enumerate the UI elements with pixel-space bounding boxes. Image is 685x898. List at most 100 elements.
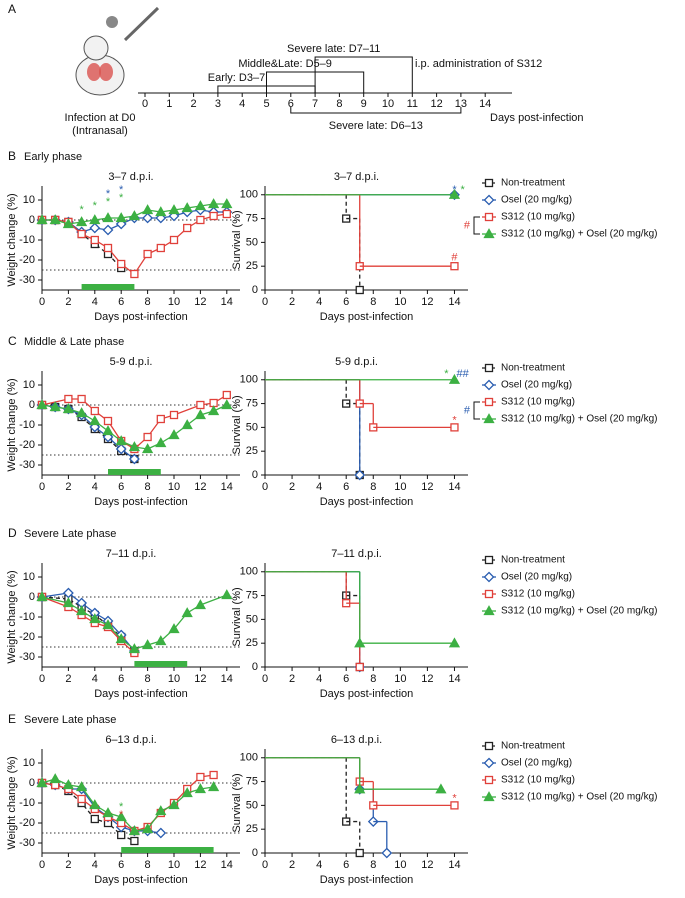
data-point bbox=[90, 814, 99, 824]
panel-label: B bbox=[8, 149, 16, 163]
x-axis-label: Days post-infection bbox=[320, 311, 414, 323]
data-point bbox=[168, 799, 180, 810]
x-tick-label: 12 bbox=[421, 673, 433, 685]
y-tick-label: 100 bbox=[240, 566, 258, 578]
legend-label: S312 (10 mg/kg) bbox=[501, 397, 575, 408]
y-tick-label: 10 bbox=[23, 194, 35, 206]
x-tick-label: 14 bbox=[448, 859, 460, 871]
data-point bbox=[36, 399, 48, 410]
data-point bbox=[450, 262, 459, 271]
y-tick-label: -10 bbox=[19, 797, 35, 809]
weight-line bbox=[41, 782, 161, 834]
data-point bbox=[115, 633, 127, 644]
y-axis-label: Weight change (%) bbox=[6, 570, 18, 663]
y-axis-label: Survival (%) bbox=[231, 210, 243, 269]
x-tick-label: 8 bbox=[145, 481, 151, 493]
x-tick-label: 6 bbox=[343, 859, 349, 871]
panel-label: D bbox=[8, 526, 17, 540]
x-tick-label: 2 bbox=[289, 296, 295, 308]
data-point bbox=[115, 443, 127, 455]
x-tick-label: 10 bbox=[168, 859, 180, 871]
y-tick-label: 0 bbox=[29, 399, 35, 411]
timeline-tick-label: 11 bbox=[407, 98, 418, 110]
data-point bbox=[194, 409, 207, 420]
legend-marker bbox=[483, 228, 495, 239]
data-point bbox=[128, 643, 141, 654]
x-tick-label: 4 bbox=[92, 296, 98, 308]
infection-label: (Intranasal) bbox=[72, 125, 128, 137]
y-tick-label: 100 bbox=[240, 374, 258, 386]
annotation: * bbox=[460, 184, 465, 196]
legend: Non-treatment Osel (20 mg/kg) S312 (10 mg/… bbox=[482, 741, 657, 803]
timeline-tick-label: 1 bbox=[166, 98, 172, 110]
legend-label: S312 (10 mg/kg) bbox=[501, 212, 575, 223]
x-tick-label: 2 bbox=[289, 859, 295, 871]
x-tick-label: 8 bbox=[145, 296, 151, 308]
x-tick-label: 0 bbox=[262, 296, 268, 308]
data-point bbox=[221, 589, 233, 600]
y-tick-label: 0 bbox=[252, 284, 258, 296]
data-point bbox=[75, 216, 88, 227]
x-tick-label: 12 bbox=[194, 296, 206, 308]
data-point bbox=[75, 407, 88, 418]
x-tick-label: 4 bbox=[92, 481, 98, 493]
y-tick-label: -20 bbox=[19, 254, 35, 266]
x-tick-label: 2 bbox=[65, 673, 71, 685]
x-tick-label: 14 bbox=[221, 859, 233, 871]
data-point bbox=[222, 209, 231, 219]
y-axis-label: Weight change (%) bbox=[6, 193, 18, 286]
data-point bbox=[143, 249, 152, 259]
timeline-tick-label: 3 bbox=[215, 98, 221, 110]
timeline-tick-label: 2 bbox=[191, 98, 197, 110]
legend-bracket bbox=[473, 401, 480, 420]
data-point bbox=[62, 403, 75, 414]
chart-subtitle: 6–13 d.p.i. bbox=[105, 734, 156, 746]
x-tick-label: 10 bbox=[394, 481, 406, 493]
x-tick-label: 4 bbox=[316, 673, 322, 685]
y-tick-label: 0 bbox=[29, 591, 35, 603]
y-axis-label: Weight change (%) bbox=[6, 378, 18, 471]
weight-chart: C Middle & Late phase 5-9 d.p.i. 10 0 -10 -20 -… bbox=[6, 334, 240, 508]
legend-label: Osel (20 mg/kg) bbox=[501, 195, 572, 206]
weight-chart: E Severe Late phase 6–13 d.p.i. 10 0 -10 -20 -3… bbox=[6, 712, 240, 886]
chart-subtitle: 3–7 d.p.i. bbox=[334, 171, 379, 183]
data-point bbox=[90, 406, 99, 416]
y-tick-label: 10 bbox=[23, 757, 35, 769]
data-point bbox=[36, 777, 48, 788]
timeline-tick-label: 12 bbox=[430, 98, 442, 110]
legend-label: S312 (10 mg/kg) bbox=[501, 775, 575, 786]
data-point bbox=[448, 373, 461, 384]
data-point bbox=[141, 823, 154, 834]
data-point bbox=[196, 400, 205, 410]
x-tick-label: 8 bbox=[145, 859, 151, 871]
y-tick-label: 75 bbox=[246, 397, 258, 409]
legend-note: # bbox=[464, 404, 471, 416]
data-point bbox=[102, 425, 114, 436]
panel-label: E bbox=[8, 712, 16, 726]
data-point bbox=[155, 206, 167, 217]
data-point bbox=[103, 243, 113, 253]
annotation: * bbox=[444, 368, 449, 380]
data-point bbox=[181, 419, 193, 430]
data-point bbox=[77, 794, 86, 804]
legend-marker bbox=[484, 363, 494, 373]
y-tick-label: 0 bbox=[252, 661, 258, 673]
x-tick-label: 12 bbox=[194, 859, 206, 871]
legend-marker bbox=[483, 194, 495, 206]
data-point bbox=[381, 847, 393, 859]
y-tick-label: 10 bbox=[23, 379, 35, 391]
data-point bbox=[49, 214, 61, 225]
chart-subtitle: 6–13 d.p.i. bbox=[331, 734, 382, 746]
y-tick-label: -30 bbox=[19, 837, 35, 849]
x-tick-label: 8 bbox=[370, 296, 376, 308]
x-tick-label: 2 bbox=[65, 859, 71, 871]
data-point bbox=[128, 441, 141, 452]
x-tick-label: 12 bbox=[421, 859, 433, 871]
y-tick-label: 10 bbox=[23, 571, 35, 583]
data-point bbox=[102, 619, 114, 630]
data-point bbox=[209, 770, 218, 780]
x-tick-label: 0 bbox=[39, 859, 45, 871]
data-point bbox=[207, 781, 220, 792]
x-tick-label: 10 bbox=[168, 296, 180, 308]
